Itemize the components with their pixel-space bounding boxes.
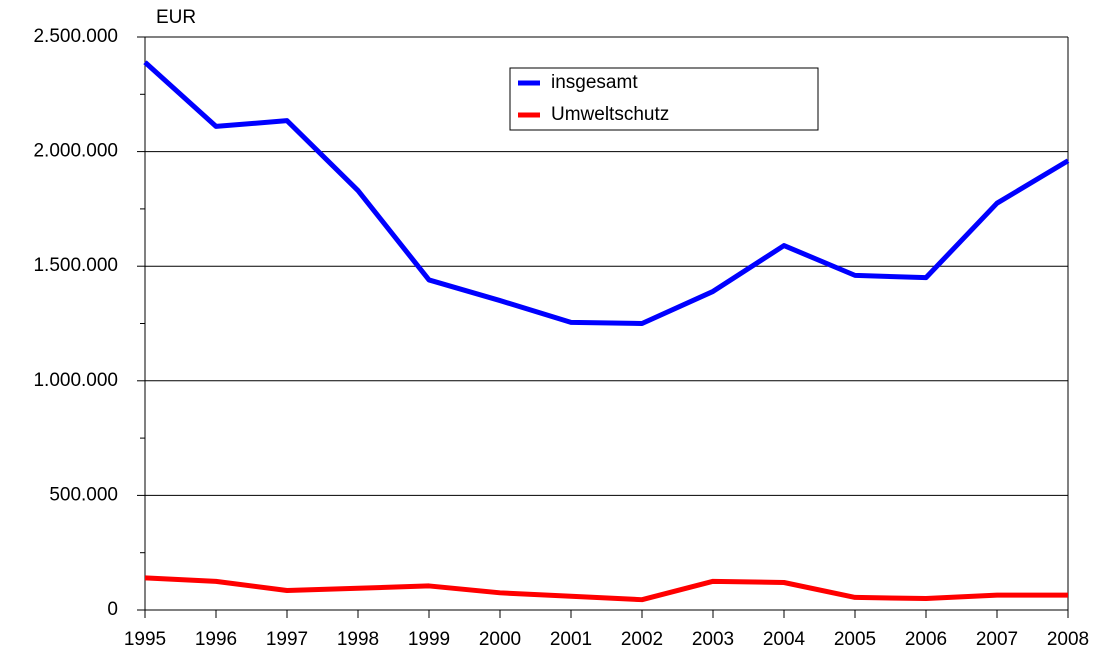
x-tick-label: 2004 (763, 629, 806, 650)
legend-label: Umweltschutz (551, 104, 669, 125)
x-tick-label: 1996 (195, 629, 237, 650)
x-tick-label: 2002 (621, 629, 663, 650)
x-tick-label: 1998 (337, 629, 379, 650)
y-unit-label: EUR (156, 7, 196, 28)
x-tick-label: 1995 (124, 629, 166, 650)
y-tick-label: 0 (107, 599, 118, 620)
y-tick-label: 500.000 (49, 484, 118, 505)
x-tick-label: 2003 (692, 629, 734, 650)
x-tick-label: 1997 (266, 629, 308, 650)
y-tick-label: 1.500.000 (33, 255, 118, 276)
x-tick-label: 2005 (834, 629, 876, 650)
line-series (143, 60, 1070, 326)
x-tick-label: 2007 (976, 629, 1018, 650)
line-series (144, 575, 1068, 603)
y-tick-label: 2.000.000 (33, 141, 118, 162)
x-tick-label: 2006 (905, 629, 947, 650)
legend-label: insgesamt (551, 72, 638, 93)
y-tick-label: 2.500.000 (33, 26, 118, 47)
y-tick-label: 1.000.000 (33, 370, 118, 391)
x-tick-label: 2000 (479, 629, 521, 650)
legend-box (509, 67, 819, 131)
x-tick-label: 2001 (550, 629, 592, 650)
x-tick-label: 2008 (1047, 629, 1089, 650)
x-tick-label: 1999 (408, 629, 450, 650)
